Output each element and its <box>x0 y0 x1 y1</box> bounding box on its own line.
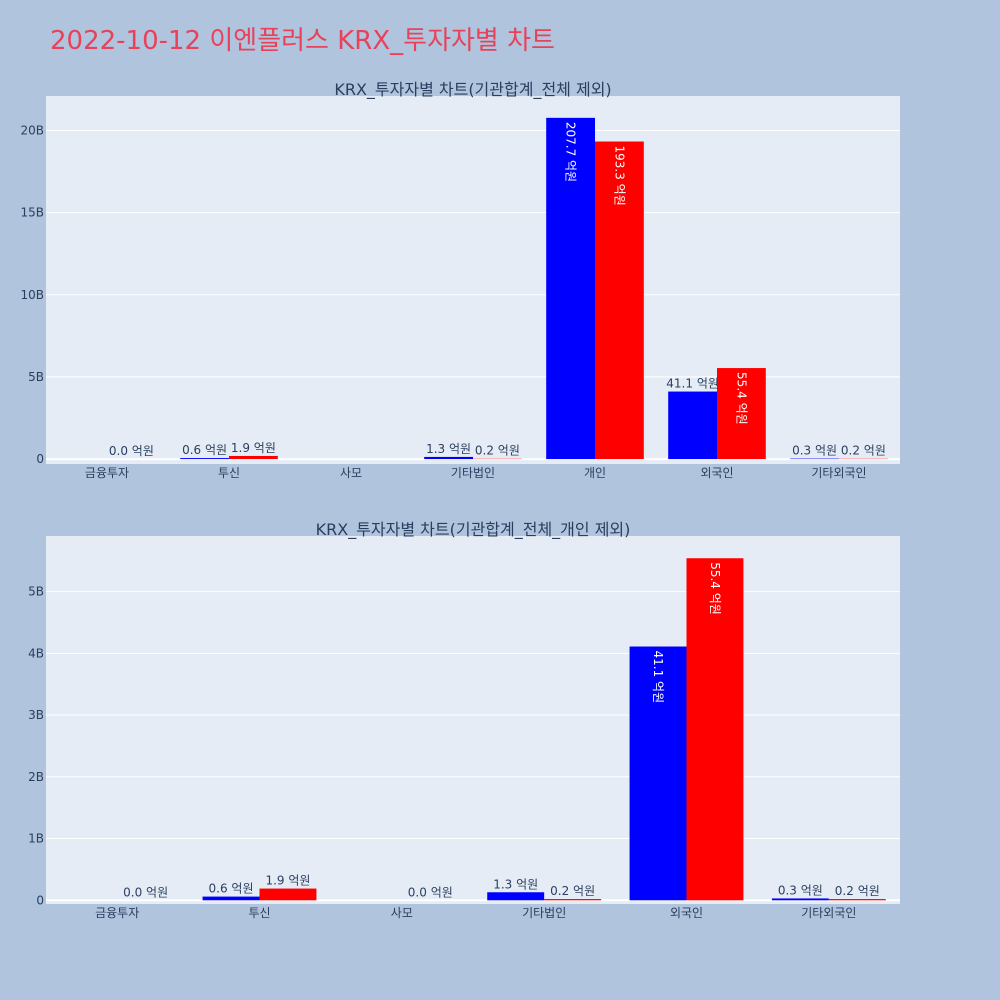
bar-data-label: 41.1 억원 <box>666 377 719 391</box>
bar-data-label: 0.2 억원 <box>841 444 886 458</box>
bar-data-label: 0.0 억원 <box>109 444 154 458</box>
bar <box>424 456 473 460</box>
x-tick-label: 사모 <box>391 906 413 920</box>
bar-data-label: 207.7 억원 <box>564 122 578 182</box>
bar <box>595 141 644 460</box>
bar <box>180 458 229 460</box>
y-tick-label: 10B <box>20 288 44 302</box>
y-tick-label: 0 <box>36 452 44 466</box>
bar <box>828 899 886 901</box>
bar <box>202 896 260 901</box>
bar <box>229 455 278 460</box>
bar-data-label: 1.3 억원 <box>493 877 538 891</box>
bar-data-label: 1.3 억원 <box>426 442 471 456</box>
bar-labels-bottom: 0.6 억원 1.3 억원 41.1 억원 0.3 억원 0.0 억원 1.9 억원 0.0… <box>123 562 880 899</box>
bar <box>668 391 717 460</box>
bar <box>771 898 829 901</box>
bar-data-label: 193.3 억원 <box>612 146 626 206</box>
x-tick-label: 기타외국인 <box>801 906 856 920</box>
x-tick-label: 개인 <box>584 466 606 480</box>
bar-data-label: 0.0 억원 <box>123 885 168 899</box>
x-tick-label: 외국인 <box>700 466 733 480</box>
bar-data-label: 0.2 억원 <box>475 444 520 458</box>
x-tick-label: 기타법인 <box>451 466 495 480</box>
bar <box>629 646 687 901</box>
chart-title-top: KRX_투자자별 차트(기관합계_전체 제외) <box>334 80 611 100</box>
bar <box>259 888 317 901</box>
y-tick-label: 2B <box>28 770 44 784</box>
bars-bottom <box>202 558 886 901</box>
bar-labels-top: 0.6 억원 1.3 억원 207.7 억원 41.1 억원 0.3 억원 0.0 억원 1… <box>109 122 886 458</box>
bar-data-label: 41.1 억원 <box>651 651 665 704</box>
bar-data-label: 55.4 억원 <box>708 562 722 615</box>
y-tick-label: 4B <box>28 646 44 660</box>
x-tick-label: 금융투자 <box>95 906 139 920</box>
bar-data-label: 0.2 억원 <box>835 884 880 898</box>
gridlines-bottom <box>46 591 900 902</box>
bar-data-label: 55.4 억원 <box>734 372 748 425</box>
x-tick-label: 기타외국인 <box>811 466 866 480</box>
x-tick-label: 외국인 <box>670 906 703 920</box>
bar <box>487 892 545 901</box>
x-axis-ticks-bottom: 금융투자 투신 사모 기타법인 외국인 기타외국인 <box>95 906 856 920</box>
bar-data-label: 0.3 억원 <box>778 883 823 897</box>
bar-data-label: 0.2 억원 <box>550 884 595 898</box>
x-tick-label: 투신 <box>248 906 270 920</box>
y-tick-label: 5B <box>28 370 44 384</box>
bar <box>546 117 595 460</box>
x-tick-label: 사모 <box>340 466 362 480</box>
plot-area-top <box>46 96 900 464</box>
bars-top <box>180 117 888 460</box>
plot-area-bottom <box>46 536 900 904</box>
y-tick-label: 1B <box>28 832 44 846</box>
y-tick-label: 5B <box>28 585 44 599</box>
bar-data-label: 1.9 억원 <box>231 441 276 455</box>
bar-data-label: 1.9 억원 <box>265 874 310 888</box>
x-tick-label: 투신 <box>218 466 240 480</box>
x-axis-ticks-top: 금융투자 투신 사모 기타법인 개인 외국인 기타외국인 <box>85 466 867 480</box>
x-tick-label: 금융투자 <box>85 466 129 480</box>
y-tick-label: 20B <box>20 124 44 138</box>
y-tick-label: 3B <box>28 708 44 722</box>
bar <box>544 899 602 901</box>
page-title: 2022-10-12 이엔플러스 KRX_투자자별 차트 <box>50 26 555 56</box>
bar-data-label: 0.6 억원 <box>209 882 254 896</box>
bar-data-label: 0.3 억원 <box>792 444 837 458</box>
y-tick-label: 15B <box>20 206 44 220</box>
y-axis-ticks-bottom: 0 1B 2B 3B 4B 5B <box>28 585 44 908</box>
chart-top: 0 5B 10B 15B 20B 0.6 억원 1.3 억원 207.7 억원 41.1 억원… <box>20 80 900 480</box>
bar-data-label: 0.0 억원 <box>408 885 453 899</box>
bar <box>717 368 766 460</box>
chart-bottom: 0 1B 2B 3B 4B 5B 0.6 억원 1.3 억원 41.1 억원 0.3 억원 0.0… <box>28 520 900 920</box>
x-tick-label: 기타법인 <box>522 906 566 920</box>
bar-data-label: 0.6 억원 <box>182 443 227 457</box>
y-axis-ticks-top: 0 5B 10B 15B 20B <box>20 124 44 467</box>
y-tick-label: 0 <box>36 893 44 907</box>
bar <box>686 558 744 901</box>
chart-title-bottom: KRX_투자자별 차트(기관합계_전체_개인 제외) <box>316 520 631 540</box>
